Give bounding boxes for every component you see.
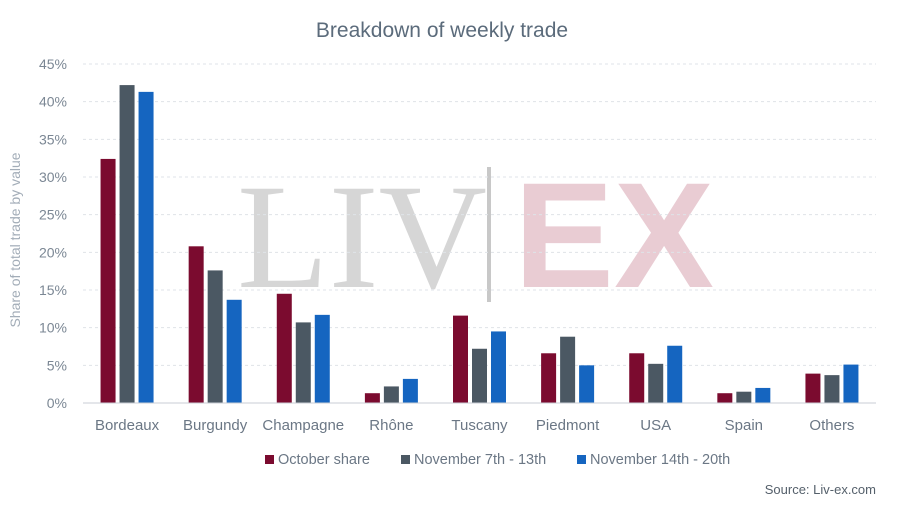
bar-usa-series-2 [648, 363, 664, 403]
x-category-label: Rhône [369, 417, 413, 434]
legend-swatch [577, 455, 586, 464]
legend-swatch [265, 455, 274, 464]
bar-spain-series-3 [755, 387, 771, 403]
legend-label: November 7th - 13th [414, 452, 546, 468]
y-tick-label: 15% [39, 282, 67, 298]
y-tick-label: 40% [39, 94, 67, 110]
bar-bordeaux-series-2 [119, 85, 135, 404]
bar-burgundy-series-1 [188, 246, 204, 403]
y-tick-label: 30% [39, 169, 67, 185]
x-category-label: Others [809, 417, 854, 434]
y-tick-label: 25% [39, 207, 67, 223]
x-category-label: Tuscany [451, 417, 508, 434]
bars [100, 85, 859, 404]
bar-usa-series-1 [629, 353, 645, 403]
bar-others-series-2 [824, 375, 840, 403]
bar-usa-series-3 [667, 345, 683, 403]
y-tick-label: 45% [39, 56, 67, 72]
bar-rhne-series-3 [402, 378, 418, 403]
chart-title: Breakdown of weekly trade [316, 19, 568, 42]
bar-spain-series-2 [736, 391, 752, 403]
x-axis-categories: Bordeaux Burgundy Champagne Rhône Tuscany Pie… [95, 417, 855, 434]
watermark-ex-text: EX [514, 151, 714, 319]
bar-others-series-3 [843, 364, 859, 403]
y-tick-label: 10% [39, 320, 67, 336]
watermark-liv-text: LIV [237, 154, 487, 320]
bar-piedmont-series-3 [579, 365, 595, 403]
y-tick-label: 5% [47, 357, 67, 373]
bar-piedmont-series-2 [560, 336, 576, 403]
bar-rhne-series-2 [383, 386, 399, 403]
bar-bordeaux-series-1 [100, 158, 116, 403]
x-category-label: USA [640, 417, 671, 434]
bar-tuscany-series-2 [472, 348, 487, 403]
y-tick-label: 20% [39, 244, 67, 260]
bar-piedmont-series-1 [541, 353, 557, 403]
bar-burgundy-series-2 [207, 270, 223, 403]
bar-bordeaux-series-3 [138, 91, 154, 403]
bar-champagne-series-3 [314, 314, 330, 403]
x-category-label: Bordeaux [95, 417, 160, 434]
liv-ex-watermark-logo: LIV EX [237, 151, 714, 320]
bar-rhne-series-1 [364, 393, 380, 403]
bar-champagne-series-2 [295, 322, 311, 403]
bar-spain-series-1 [717, 393, 733, 403]
legend-label: October share [278, 452, 370, 468]
bar-tuscany-series-3 [491, 331, 506, 403]
x-category-label: Burgundy [183, 417, 248, 434]
bar-others-series-1 [805, 373, 821, 403]
x-category-label: Champagne [262, 417, 344, 434]
bar-champagne-series-1 [276, 293, 292, 403]
legend-swatch [401, 455, 410, 464]
y-tick-label: 0% [47, 395, 67, 411]
x-category-label: Piedmont [536, 417, 600, 434]
legend-label: November 14th - 20th [590, 452, 730, 468]
legend: October share November 7th - 13th November… [265, 452, 730, 468]
source-note: Source: Liv-ex.com [765, 482, 876, 497]
bar-tuscany-series-1 [453, 315, 468, 403]
y-axis-label: Share of total trade by value [7, 152, 23, 327]
bar-burgundy-series-3 [226, 299, 242, 403]
x-category-label: Spain [725, 417, 763, 434]
y-axis-ticks: 0% 5% 10% 15% 20% 25% 30% 35% 40% 45% [39, 56, 67, 411]
y-tick-label: 35% [39, 131, 67, 147]
